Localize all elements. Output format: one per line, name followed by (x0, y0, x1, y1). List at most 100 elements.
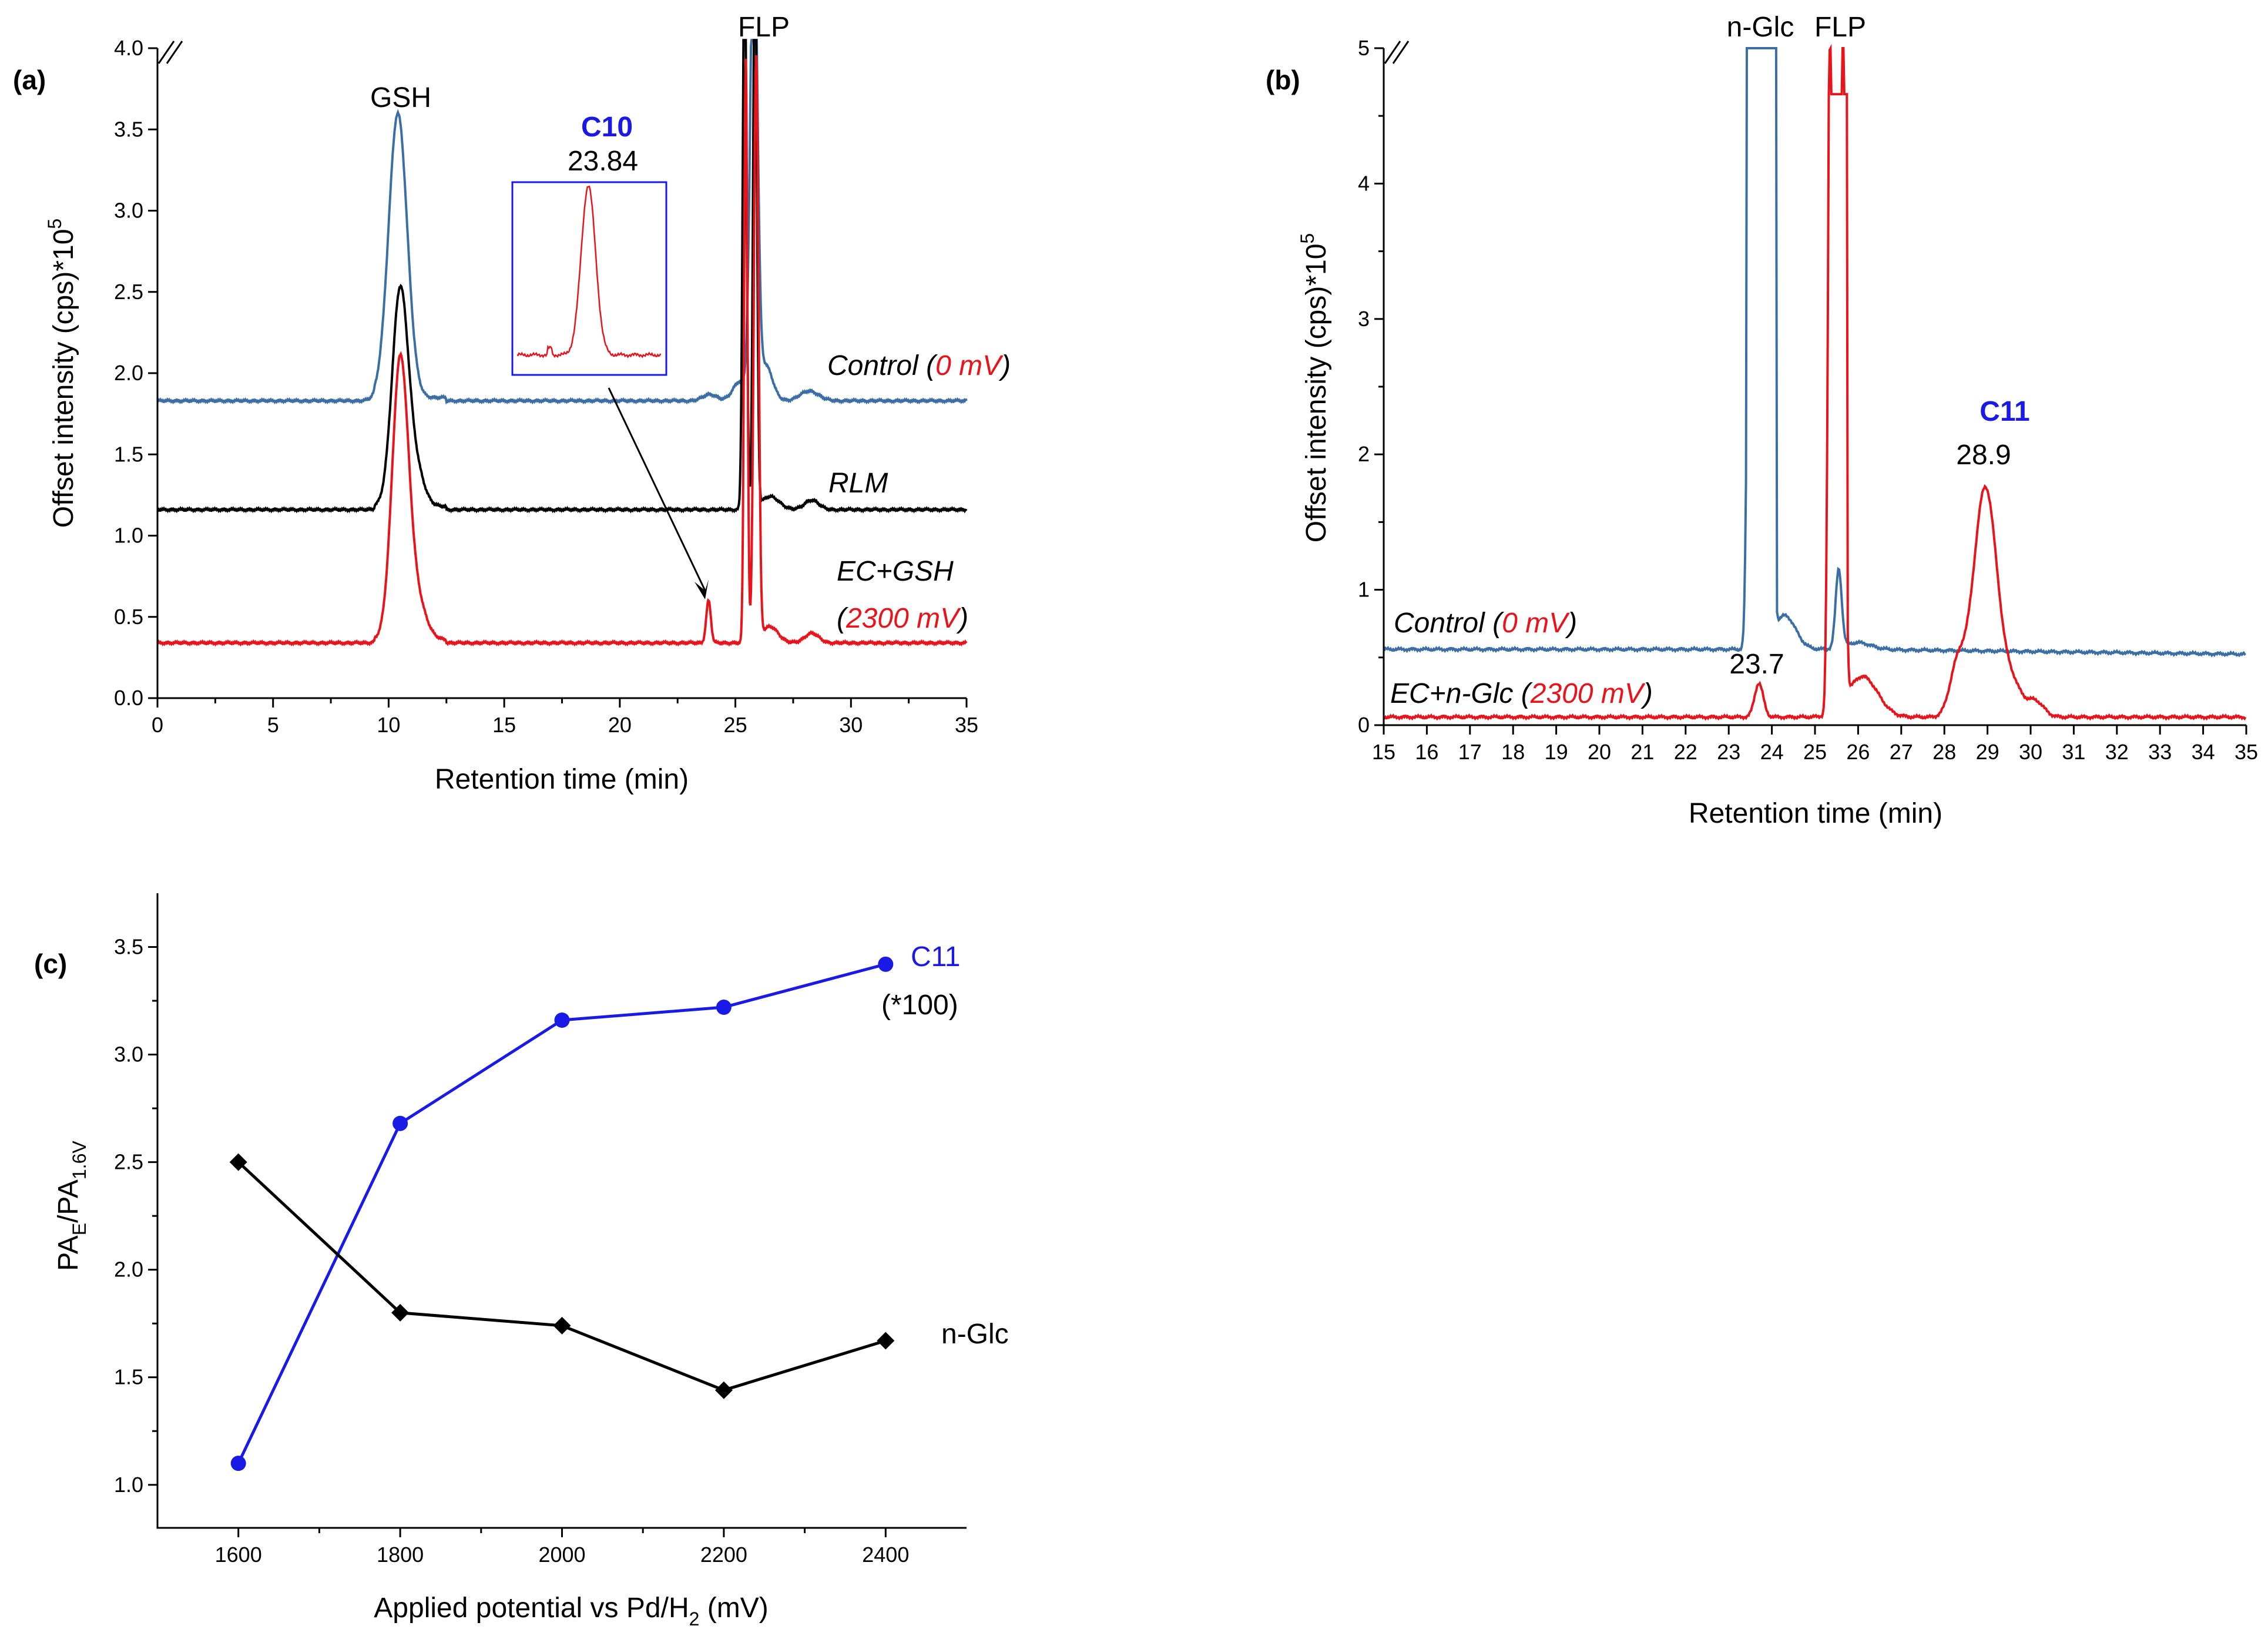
a-x-tick-label: 15 (492, 713, 516, 737)
b-y-tick-label: 2 (1358, 442, 1370, 466)
c-x-tick-label: 2000 (538, 1543, 585, 1567)
panel-b-label: (b) (1266, 65, 1300, 95)
b-x-tick-label: 29 (1976, 740, 1999, 764)
c-x-tick-label: 2400 (862, 1543, 909, 1567)
c-x-tick-label: 2200 (700, 1543, 747, 1567)
n-glc-point (877, 1332, 895, 1350)
b-x-tick-label: 24 (1760, 740, 1784, 764)
panel-b-y-tick-labels: 0 1 2 3 4 5 (1358, 36, 1370, 737)
c11-label: C11 (1980, 396, 2029, 427)
c-x-tick-label: 1800 (377, 1543, 424, 1567)
b-y-tick-label: 4 (1358, 171, 1370, 195)
ec-nglc-label: EC+n-Glc (2300 mV) (1390, 678, 1653, 709)
c10-rt-label: 23.84 (568, 146, 638, 177)
n-glc-point (229, 1153, 247, 1171)
control-trace-a (157, 39, 968, 405)
c10-arrow-line (608, 387, 706, 591)
a-y-tick-label: 3.0 (114, 199, 143, 223)
c11-series-label: C11 (911, 941, 961, 973)
c10-arrow-head (695, 579, 709, 599)
panel-c-x-label: Applied potential vs Pd/H2 (mV) (374, 1593, 768, 1630)
c11-rt-label: 28.9 (1956, 440, 2011, 471)
panel-b-x-label: Retention time (min) (1689, 798, 1942, 829)
rlm-trace (156, 39, 968, 514)
b-x-tick-label: 26 (1846, 740, 1870, 764)
panel-a: (a) 0.0 0.5 1.0 1.5 2.0 2.5 3.0 3.5 4.0 0 5 10 15 20… (13, 12, 1011, 795)
c-x-tick-label: 1600 (215, 1543, 262, 1567)
a-x-tick-label: 25 (724, 713, 747, 737)
panel-b-y-label: Offset intensity (cps)*105 (1297, 233, 1332, 542)
panel-c-ticks (148, 946, 887, 1537)
b-x-tick-label: 33 (2148, 740, 2172, 764)
b-x-tick-label: 32 (2105, 740, 2129, 764)
panel-a-series (156, 39, 968, 647)
b-x-tick-label: 18 (1501, 740, 1525, 764)
control-label-b: Control (0 mV) (1394, 608, 1577, 639)
c11-point (554, 1013, 570, 1028)
a-x-tick-label: 35 (955, 713, 978, 737)
b-x-tick-label: 20 (1588, 740, 1611, 764)
c11-point (230, 1456, 246, 1471)
control-label-a: Control (0 mV) (827, 350, 1011, 381)
b-x-tick-label: 23 (1717, 740, 1740, 764)
a-x-tick-label: 30 (839, 713, 863, 737)
c10-inset-peak (516, 185, 662, 358)
panel-b-x-tick-labels: 15 16 17 18 19 20 21 22 23 24 25 26 27 28 29 30 31 32 33 34… (1372, 740, 2258, 764)
b-y-tick-label: 3 (1358, 307, 1370, 331)
gsh-label: GSH (370, 82, 431, 113)
panel-b-axis-break (1384, 41, 1410, 64)
panel-c: (c) 1.0 1.5 2.0 2.5 3.0 3.5 1600 1800 2000 2200 2… (34, 893, 1009, 1630)
a-y-tick-label: 2.5 (114, 280, 143, 304)
a-y-tick-label: 1.0 (114, 524, 143, 548)
a-y-tick-label: 0.0 (114, 686, 143, 710)
b-x-tick-label: 31 (2062, 740, 2085, 764)
n-glc-point (553, 1316, 571, 1335)
c11-scale-note: (*100) (881, 990, 958, 1021)
panel-a-y-label: Offset intensity (cps)*105 (44, 219, 79, 528)
panel-c-series (229, 956, 895, 1471)
b-x-tick-label: 15 (1372, 740, 1395, 764)
panel-c-label: (c) (34, 948, 67, 979)
c10-label: C10 (581, 112, 633, 143)
c11-point (716, 1000, 732, 1015)
panel-a-y-tick-labels: 0.0 0.5 1.0 1.5 2.0 2.5 3.0 3.5 4.0 (114, 36, 143, 710)
panel-a-x-label: Retention time (min) (435, 764, 689, 795)
panel-b-ticks (1374, 47, 2247, 735)
b-x-tick-label: 22 (1674, 740, 1697, 764)
a-y-tick-label: 1.5 (114, 442, 143, 466)
c11-point (392, 1115, 408, 1131)
peak-23-7-label: 23.7 (1729, 649, 1784, 680)
a-x-tick-label: 10 (377, 713, 400, 737)
flp-label-b: FLP (1814, 12, 1866, 43)
panel-b-axes (1383, 48, 2246, 726)
c11-line (237, 963, 886, 1464)
panel-a-x-tick-labels: 0 5 10 15 20 25 30 35 (152, 713, 978, 737)
nglc-label: n-Glc (1727, 12, 1794, 43)
n-glc-line (237, 1161, 887, 1392)
c11-point (878, 956, 894, 972)
ec-gsh-label: EC+GSH (837, 556, 954, 587)
panel-a-axis-break (157, 41, 183, 64)
flp-label-a: FLP (738, 12, 790, 43)
panel-a-label: (a) (13, 65, 46, 95)
a-y-tick-label: 3.5 (114, 117, 143, 141)
c-y-tick-label: 3.5 (114, 935, 143, 959)
panel-c-x-tick-labels: 1600 1800 2000 2200 2400 (215, 1543, 910, 1567)
rlm-label: RLM (828, 468, 888, 499)
b-x-tick-label: 21 (1630, 740, 1654, 764)
nglc-series-label: n-Glc (941, 1319, 1009, 1350)
a-y-tick-label: 2.0 (114, 361, 143, 385)
b-x-tick-label: 16 (1415, 740, 1438, 764)
panel-c-axes (156, 893, 967, 1529)
panel-a-axes (156, 48, 967, 699)
a-x-tick-label: 5 (267, 713, 279, 737)
c-y-tick-label: 3.0 (114, 1042, 143, 1067)
a-y-tick-label: 4.0 (114, 36, 143, 60)
b-x-tick-label: 19 (1545, 740, 1568, 764)
ec-nglc-trace (1383, 43, 2247, 721)
c-y-tick-label: 2.5 (114, 1150, 143, 1174)
control-trace-b (1383, 47, 2246, 658)
b-y-tick-label: 1 (1358, 578, 1370, 602)
